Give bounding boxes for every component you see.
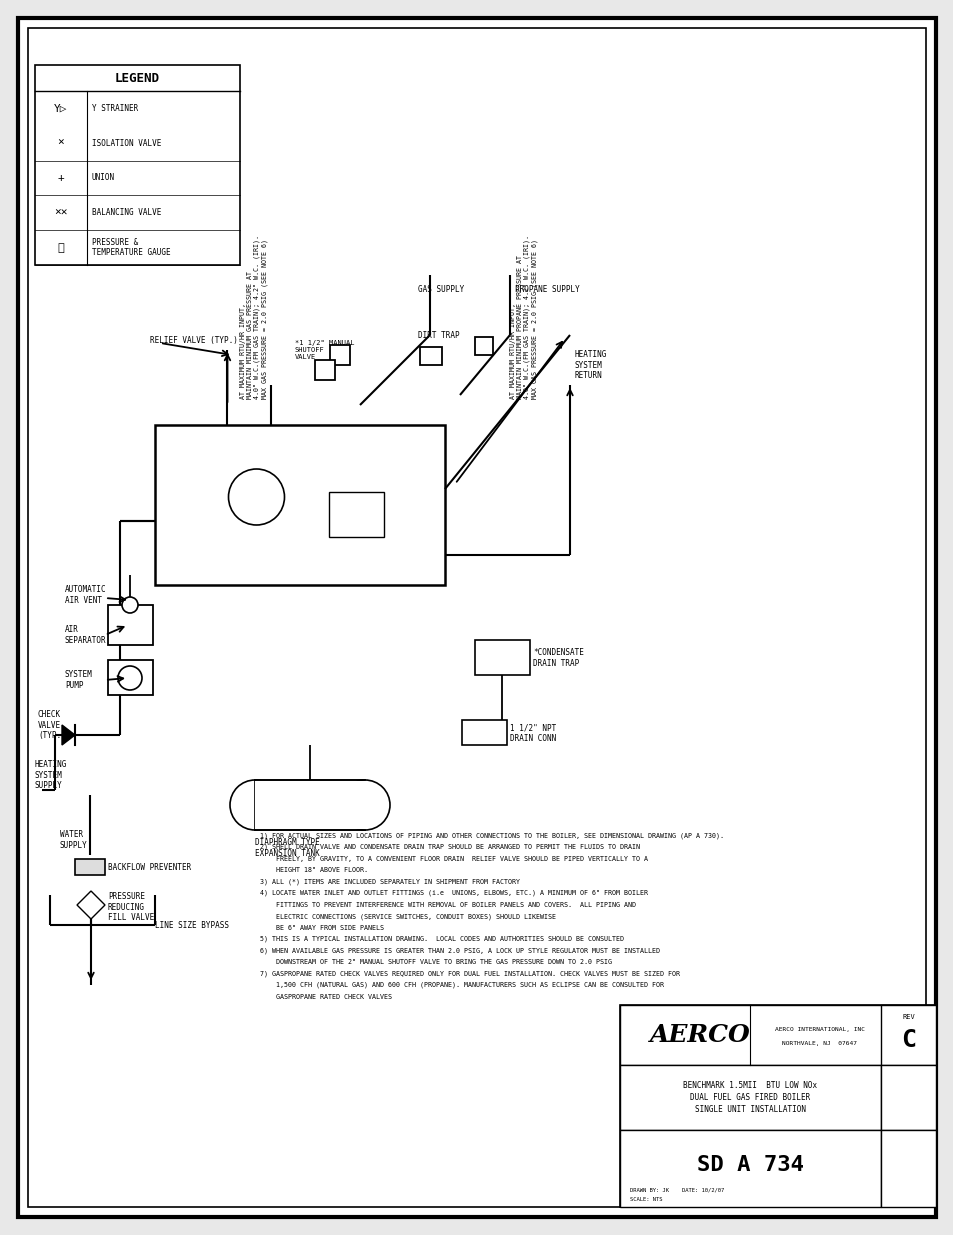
Bar (880, 1005, 935, 1065)
Text: AUTOMATIC
AIR VENT: AUTOMATIC AIR VENT (65, 585, 107, 605)
Text: BALANCING VALVE: BALANCING VALVE (91, 209, 161, 217)
Text: 4) LOCATE WATER INLET AND OUTLET FITTINGS (i.e  UNIONS, ELBOWS, ETC.) A MINIMUM : 4) LOCATE WATER INLET AND OUTLET FITTING… (260, 890, 647, 897)
Polygon shape (62, 725, 75, 745)
Bar (254, 781, 365, 829)
Ellipse shape (230, 781, 280, 830)
Circle shape (118, 666, 142, 690)
Text: ⨯✕: ⨯✕ (54, 207, 68, 217)
Bar (419, 347, 441, 366)
Text: PRESSURE
REDUCING
FILL VALVE: PRESSURE REDUCING FILL VALVE (108, 892, 154, 921)
Text: SCALE: NTS: SCALE: NTS (629, 1197, 661, 1202)
Text: DOWNSTREAM OF THE 2" MANUAL SHUTOFF VALVE TO BRING THE GAS PRESSURE DOWN TO 2.0 : DOWNSTREAM OF THE 2" MANUAL SHUTOFF VALV… (260, 960, 612, 966)
Text: 1 1/2" NPT
DRAIN CONN: 1 1/2" NPT DRAIN CONN (510, 724, 556, 742)
Bar (619, 1005, 935, 1065)
Text: Ⓢ: Ⓢ (57, 242, 64, 253)
Circle shape (122, 597, 138, 613)
Text: ⨯: ⨯ (57, 138, 64, 148)
Text: UNION: UNION (91, 173, 115, 183)
Text: CHECK
VALVE
(TYP.): CHECK VALVE (TYP.) (38, 710, 66, 740)
Bar (329, 492, 384, 537)
Text: GAS SUPPLY: GAS SUPPLY (417, 285, 464, 294)
Text: 6) WHEN AVAILABLE GAS PRESSURE IS GREATER THAN 2.0 PSIG, A LOCK UP STYLE REGULAT: 6) WHEN AVAILABLE GAS PRESSURE IS GREATE… (260, 947, 659, 953)
Text: 1,500 CFH (NATURAL GAS) AND 600 CFH (PROPANE). MANUFACTURERS SUCH AS ECLIPSE CAN: 1,500 CFH (NATURAL GAS) AND 600 CFH (PRO… (260, 982, 663, 988)
Text: Y▷: Y▷ (54, 104, 68, 114)
Text: REV: REV (902, 1014, 914, 1020)
Text: AERCO: AERCO (649, 1023, 750, 1047)
Text: *1 1/2" MANUAL
SHUTOFF
VALVE: *1 1/2" MANUAL SHUTOFF VALVE (294, 340, 355, 359)
Bar (75, 860, 105, 876)
Text: 7) GASPROPANE RATED CHECK VALVES REQUIRED ONLY FOR DUAL FUEL INSTALLATION. CHECK: 7) GASPROPANE RATED CHECK VALVES REQUIRE… (260, 971, 679, 977)
Text: 3) ALL (*) ITEMS ARE INCLUDED SEPARATELY IN SHIPMENT FROM FACTORY: 3) ALL (*) ITEMS ARE INCLUDED SEPARATELY… (260, 878, 519, 885)
Text: BACKFLOW PREVENTER: BACKFLOW PREVENTER (108, 862, 191, 872)
Text: *CONDENSATE
DRAIN TRAP: *CONDENSATE DRAIN TRAP (533, 648, 583, 668)
Bar (108, 605, 152, 645)
Text: FITTINGS TO PREVENT INTERFERENCE WITH REMOVAL OF BOILER PANELS AND COVERS.  ALL : FITTINGS TO PREVENT INTERFERENCE WITH RE… (260, 902, 636, 908)
Text: DIRT TRAP: DIRT TRAP (417, 331, 459, 340)
Text: AERCO INTERNATIONAL, INC: AERCO INTERNATIONAL, INC (774, 1028, 864, 1032)
Text: PROPANE SUPPLY: PROPANE SUPPLY (515, 285, 579, 294)
Text: DIAPHRAGM TYPE
EXPANSION TANK: DIAPHRAGM TYPE EXPANSION TANK (254, 839, 319, 857)
Circle shape (229, 469, 284, 525)
Bar (619, 1130, 880, 1207)
Text: DRAWN BY: JK    DATE: 10/2/07: DRAWN BY: JK DATE: 10/2/07 (629, 1188, 723, 1193)
Text: WATER
SUPPLY: WATER SUPPLY (60, 830, 88, 850)
Bar (314, 359, 335, 380)
Text: 5) THIS IS A TYPICAL INSTALLATION DRAWING.  LOCAL CODES AND AUTHORITIES SHOULD B: 5) THIS IS A TYPICAL INSTALLATION DRAWIN… (260, 936, 623, 942)
Text: AT MAXIMUM RTU/HR INPUT,
MAINTAIN MINIMUM GAS PRESSURE AT
4.0" W.C.(FM GAS TRAIN: AT MAXIMUM RTU/HR INPUT, MAINTAIN MINIMU… (240, 235, 268, 399)
Text: NOTES:: NOTES: (260, 821, 284, 827)
Text: LINE SIZE BYPASS: LINE SIZE BYPASS (154, 920, 229, 930)
Bar (619, 1065, 880, 1130)
Bar (475, 640, 530, 676)
Bar (880, 1065, 935, 1130)
Text: HEATING
SYSTEM
SUPPLY: HEATING SYSTEM SUPPLY (35, 760, 68, 790)
Text: ISOLATION VALVE: ISOLATION VALVE (91, 138, 161, 148)
Text: AT MAXIMUM RTU/HR INPUT,
MAINTAIN MINIMUM PROPANE PRESSURE AT
4.0" W.C.(FM GAS T: AT MAXIMUM RTU/HR INPUT, MAINTAIN MINIMU… (510, 235, 537, 399)
Text: C: C (900, 1028, 915, 1052)
Text: BE 6" AWAY FROM SIDE PANELS: BE 6" AWAY FROM SIDE PANELS (260, 925, 384, 931)
Text: AIR
SEPARATOR: AIR SEPARATOR (65, 625, 107, 645)
Text: PRESSURE &
TEMPERATURE GAUGE: PRESSURE & TEMPERATURE GAUGE (91, 238, 171, 257)
Text: HEIGHT 18" ABOVE FLOOR.: HEIGHT 18" ABOVE FLOOR. (260, 867, 368, 873)
Bar (154, 425, 444, 585)
Text: ELECTRIC CONNECTIONS (SERVICE SWITCHES, CONDUIT BOXES) SHOULD LIKEWISE: ELECTRIC CONNECTIONS (SERVICE SWITCHES, … (260, 913, 556, 920)
Polygon shape (77, 890, 105, 919)
Text: Y STRAINER: Y STRAINER (91, 104, 138, 112)
Ellipse shape (339, 781, 390, 830)
Bar (35, 65, 240, 266)
Text: RELIEF VALVE (TYP.): RELIEF VALVE (TYP.) (150, 336, 237, 345)
Text: SD A 734: SD A 734 (697, 1155, 803, 1174)
Text: SYSTEM
PUMP: SYSTEM PUMP (65, 671, 92, 689)
Text: HEATING
SYSTEM
RETURN: HEATING SYSTEM RETURN (575, 350, 607, 380)
Text: GASPROPANE RATED CHECK VALVES: GASPROPANE RATED CHECK VALVES (260, 994, 392, 1000)
Bar (108, 659, 152, 695)
Text: 2) SHELL DRAIN VALVE AND CONDENSATE DRAIN TRAP SHOULD BE ARRANGED TO PERMIT THE : 2) SHELL DRAIN VALVE AND CONDENSATE DRAI… (260, 844, 639, 851)
Bar (254, 781, 365, 830)
Text: 1) FOR ACTUAL SIZES AND LOCATIONS OF PIPING AND OTHER CONNECTIONS TO THE BOILER,: 1) FOR ACTUAL SIZES AND LOCATIONS OF PIP… (260, 832, 723, 839)
Text: +: + (57, 173, 64, 183)
Bar (619, 1005, 935, 1207)
Bar (330, 345, 350, 366)
Bar (461, 720, 506, 745)
Text: NORTHVALE, NJ  07647: NORTHVALE, NJ 07647 (781, 1041, 857, 1046)
Bar (475, 337, 493, 354)
Text: LEGEND: LEGEND (115, 73, 160, 85)
Text: FREELY, BY GRAVITY, TO A CONVENIENT FLOOR DRAIN  RELIEF VALVE SHOULD BE PIPED VE: FREELY, BY GRAVITY, TO A CONVENIENT FLOO… (260, 856, 647, 862)
Text: BENCHMARK 1.5MII  BTU LOW NOx
DUAL FUEL GAS FIRED BOILER
SINGLE UNIT INSTALLATIO: BENCHMARK 1.5MII BTU LOW NOx DUAL FUEL G… (682, 1081, 817, 1114)
Bar (880, 1130, 935, 1207)
